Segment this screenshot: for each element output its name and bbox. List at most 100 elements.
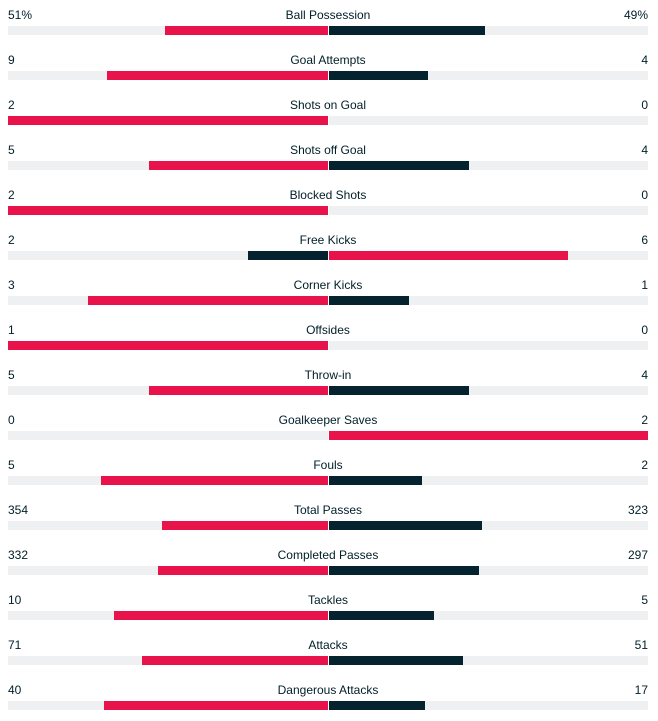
- stat-label-line: 3 Corner Kicks 1: [8, 277, 648, 293]
- home-bar: [149, 386, 328, 395]
- home-bar: [165, 26, 328, 35]
- bar-center-divider: [328, 611, 329, 620]
- away-bar: [329, 431, 648, 440]
- stat-bar-track: [8, 26, 648, 35]
- stat-bar-track: [8, 476, 648, 485]
- stat-name: Dangerous Attacks: [277, 683, 379, 697]
- stat-label-line: 10 Tackles 5: [8, 592, 648, 608]
- stat-row: 9 Goal Attempts 4: [0, 42, 658, 87]
- stat-name: Total Passes: [293, 503, 363, 517]
- stat-label-line: 2 Blocked Shots 0: [8, 187, 648, 203]
- stat-bar-track: [8, 251, 648, 260]
- bar-center-divider: [328, 521, 329, 530]
- home-bar: [8, 341, 328, 350]
- stat-label-line: 0 Goalkeeper Saves 2: [8, 412, 648, 428]
- home-value: 10: [8, 593, 22, 607]
- stat-label-line: 354 Total Passes 323: [8, 502, 648, 518]
- bar-center-divider: [328, 251, 329, 260]
- home-value: 71: [8, 638, 22, 652]
- away-value: 323: [627, 503, 648, 517]
- stat-name: Goal Attempts: [290, 53, 366, 67]
- stat-row: 5 Throw-in 4: [0, 357, 658, 402]
- away-value: 297: [627, 548, 648, 562]
- stat-row: 5 Fouls 2: [0, 447, 658, 492]
- home-value: 1: [8, 323, 15, 337]
- stat-label-line: 5 Throw-in 4: [8, 367, 648, 383]
- home-value: 9: [8, 53, 15, 67]
- bar-center-divider: [328, 26, 329, 35]
- home-value: 332: [8, 548, 29, 562]
- stat-label-line: 5 Fouls 2: [8, 457, 648, 473]
- stat-bar-track: [8, 341, 648, 350]
- bar-center-divider: [328, 341, 329, 350]
- bar-center-divider: [328, 431, 329, 440]
- stat-label-line: 9 Goal Attempts 4: [8, 52, 648, 68]
- home-value: 5: [8, 143, 15, 157]
- home-bar: [8, 116, 328, 125]
- stat-bar-track: [8, 161, 648, 170]
- bar-center-divider: [328, 161, 329, 170]
- stat-bar-track: [8, 206, 648, 215]
- stat-row: 51% Ball Possession 49%: [0, 0, 658, 42]
- bar-center-divider: [328, 476, 329, 485]
- stat-row: 1 Offsides 0: [0, 312, 658, 357]
- stat-name: Tackles: [307, 593, 348, 607]
- away-bar: [329, 251, 568, 260]
- stat-name: Completed Passes: [277, 548, 379, 562]
- home-bar: [104, 701, 328, 710]
- stat-label-line: 2 Free Kicks 6: [8, 232, 648, 248]
- home-bar: [142, 656, 328, 665]
- home-bar: [162, 521, 328, 530]
- away-value: 17: [634, 683, 648, 697]
- stat-bar-track: [8, 116, 648, 125]
- bar-center-divider: [328, 566, 329, 575]
- away-bar: [329, 701, 425, 710]
- home-bar: [149, 161, 328, 170]
- stat-row: 354 Total Passes 323: [0, 492, 658, 537]
- stat-row: 2 Free Kicks 6: [0, 222, 658, 267]
- home-value: 3: [8, 278, 15, 292]
- away-bar: [329, 656, 463, 665]
- stat-label-line: 5 Shots off Goal 4: [8, 142, 648, 158]
- stat-bar-track: [8, 431, 648, 440]
- stat-row: 5 Shots off Goal 4: [0, 132, 658, 177]
- away-bar: [329, 26, 485, 35]
- away-value: 6: [641, 233, 648, 247]
- away-value: 51: [634, 638, 648, 652]
- stat-name: Blocked Shots: [289, 188, 367, 202]
- bar-center-divider: [328, 71, 329, 80]
- away-bar: [329, 71, 428, 80]
- stat-bar-track: [8, 296, 648, 305]
- bar-center-divider: [328, 656, 329, 665]
- home-value: 51%: [8, 8, 33, 22]
- away-bar: [329, 566, 479, 575]
- away-value: 4: [641, 368, 648, 382]
- stat-label-line: 40 Dangerous Attacks 17: [8, 682, 648, 698]
- stat-row: 40 Dangerous Attacks 17: [0, 672, 658, 717]
- stat-name: Shots on Goal: [289, 98, 367, 112]
- stat-row: 10 Tackles 5: [0, 582, 658, 627]
- home-bar: [248, 251, 328, 260]
- home-value: 40: [8, 683, 22, 697]
- away-value: 0: [641, 188, 648, 202]
- away-value: 0: [641, 323, 648, 337]
- home-value: 2: [8, 98, 15, 112]
- home-value: 5: [8, 368, 15, 382]
- stat-label-line: 332 Completed Passes 297: [8, 547, 648, 563]
- stat-name: Offsides: [306, 323, 350, 337]
- stat-bar-track: [8, 521, 648, 530]
- away-bar: [329, 611, 434, 620]
- away-bar: [329, 296, 409, 305]
- stat-name: Shots off Goal: [290, 143, 366, 157]
- stat-name: Goalkeeper Saves: [278, 413, 378, 427]
- stat-name: Free Kicks: [299, 233, 357, 247]
- away-value: 49%: [623, 8, 648, 22]
- stat-bar-track: [8, 611, 648, 620]
- bar-center-divider: [328, 386, 329, 395]
- stat-row: 2 Shots on Goal 0: [0, 87, 658, 132]
- bar-center-divider: [328, 116, 329, 125]
- stat-bar-track: [8, 701, 648, 710]
- home-value: 5: [8, 458, 15, 472]
- away-bar: [329, 386, 469, 395]
